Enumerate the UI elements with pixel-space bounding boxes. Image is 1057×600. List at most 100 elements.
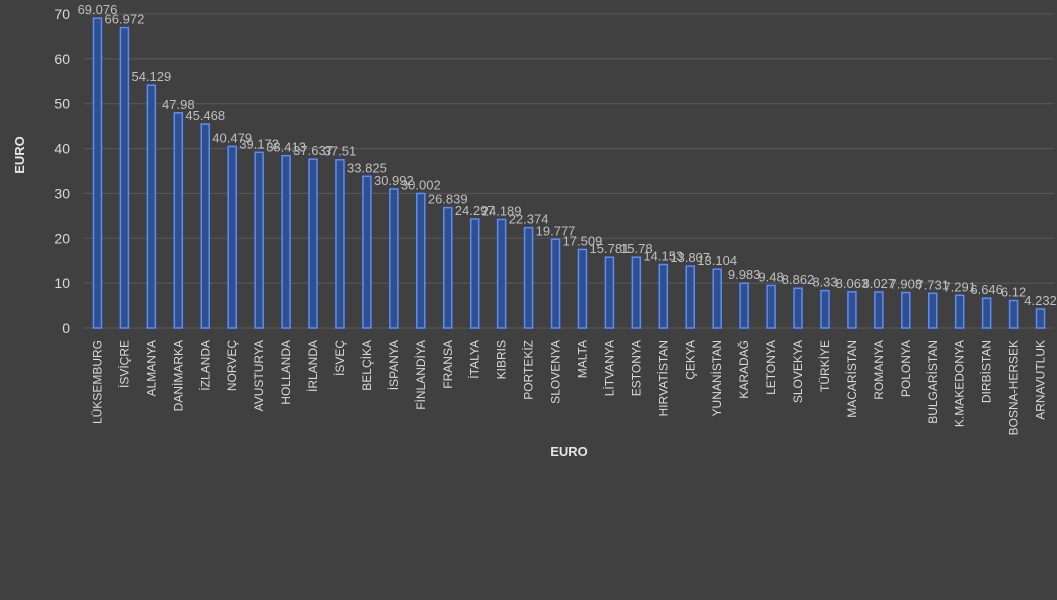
category-label: HOLLANDA xyxy=(279,340,293,405)
bar xyxy=(685,265,695,329)
category-label: İZLANDA xyxy=(198,340,212,391)
category-label: NORVEÇ xyxy=(225,340,239,391)
data-label: 19.777 xyxy=(536,223,576,238)
data-label: 26.839 xyxy=(428,192,468,207)
category-label: ESTONYA xyxy=(629,340,643,396)
y-axis-ticks: 0 10 20 30 40 50 60 70 xyxy=(54,6,70,336)
data-label: 54.129 xyxy=(131,69,171,84)
y-tick-label: 70 xyxy=(54,6,70,22)
category-label: SLOVENYA xyxy=(549,340,563,404)
data-label: 13.807 xyxy=(670,250,710,265)
data-label: 39.172 xyxy=(239,136,279,151)
data-label: 37.637 xyxy=(293,143,333,158)
category-label: ÇEKYA xyxy=(683,340,697,380)
category-label: İSVİÇRE xyxy=(117,340,131,388)
category-label: İTALYA xyxy=(468,340,482,379)
bar xyxy=(928,292,938,329)
data-label: 30.002 xyxy=(401,177,441,192)
category-label: DANİMARKA xyxy=(171,340,185,411)
bar xyxy=(281,154,291,329)
bar xyxy=(496,218,507,329)
bar xyxy=(335,158,345,329)
category-label: ALMANYA xyxy=(144,340,158,396)
data-label: 47.98 xyxy=(162,97,195,112)
category-label: LÜKSEMBURG xyxy=(90,340,104,424)
bar xyxy=(1008,299,1019,329)
bar xyxy=(119,26,130,329)
bar xyxy=(712,268,722,329)
bar xyxy=(981,297,992,329)
data-label: 8.027 xyxy=(863,276,896,291)
category-label: ROMANYA xyxy=(872,340,886,400)
data-label: 13.104 xyxy=(697,253,737,268)
data-label: 69.076 xyxy=(78,2,118,17)
bar xyxy=(954,294,965,329)
data-label: 6.646 xyxy=(970,282,1003,297)
category-label: BULGARİSTAN xyxy=(926,340,940,424)
bar xyxy=(523,226,534,329)
bar xyxy=(308,158,318,329)
category-label: ARNAVUTLUK xyxy=(1034,340,1048,420)
category-label: FİNLANDİYA xyxy=(414,340,428,410)
category-label: FRANSA xyxy=(441,340,455,389)
data-label: 8.862 xyxy=(782,272,815,287)
bar xyxy=(658,263,669,329)
bar xyxy=(469,218,480,329)
category-label: İRLANDA xyxy=(306,340,320,392)
data-label: 9.983 xyxy=(728,267,761,282)
y-tick-label: 40 xyxy=(54,141,70,157)
bar xyxy=(739,282,749,329)
bars xyxy=(92,17,1046,329)
bar xyxy=(416,192,426,329)
bar xyxy=(200,123,210,329)
bar xyxy=(92,17,103,329)
bar xyxy=(173,112,184,329)
data-label: 40.479 xyxy=(212,130,252,145)
data-label: 22.374 xyxy=(509,212,549,227)
y-tick-label: 30 xyxy=(54,185,70,201)
category-label: AVUSTURYA xyxy=(252,340,266,411)
data-label: 9.48 xyxy=(758,269,783,284)
data-label: 14.153 xyxy=(643,249,683,264)
bar xyxy=(389,188,399,329)
category-label: İSVEÇ xyxy=(333,340,347,376)
category-label: KIBRIS xyxy=(495,340,509,379)
data-label: 24.189 xyxy=(482,203,522,218)
bar xyxy=(227,145,237,329)
category-label: LİTVANYA xyxy=(602,340,616,396)
bar xyxy=(550,238,561,329)
data-label: 7.291 xyxy=(943,279,976,294)
y-tick-label: 20 xyxy=(54,230,70,246)
category-label: İSPANYA xyxy=(387,340,401,390)
y-tick-label: 0 xyxy=(62,320,70,336)
bar xyxy=(793,287,803,329)
data-label: 6.12 xyxy=(1001,285,1026,300)
y-axis-title: EURO xyxy=(12,136,27,174)
bar xyxy=(901,291,911,329)
bar xyxy=(443,206,453,329)
category-label: PORTEKİZ xyxy=(522,340,536,400)
data-label: 30.992 xyxy=(374,173,414,188)
data-label: 33.825 xyxy=(347,160,387,175)
data-label: 37.51 xyxy=(324,144,357,159)
bar xyxy=(820,289,830,329)
y-tick-label: 10 xyxy=(54,275,70,291)
category-label: HIRVATİSTAN xyxy=(656,340,670,416)
category-label: LETONYA xyxy=(764,340,778,395)
data-label: 8.33 xyxy=(812,275,837,290)
y-tick-label: 60 xyxy=(54,51,70,67)
data-label: 8.063 xyxy=(836,276,869,291)
category-label: BOSNA-HERSEK xyxy=(1007,340,1021,435)
category-label: DIRBİSTAN xyxy=(980,340,994,403)
gridlines xyxy=(84,13,1054,329)
data-label: 15.78 xyxy=(620,241,653,256)
bar xyxy=(254,151,264,329)
category-label: YUNANİSTAN xyxy=(710,340,724,416)
data-label: 4.232 xyxy=(1024,293,1057,308)
bar xyxy=(631,256,642,329)
bar xyxy=(1035,308,1046,329)
data-label: 45.468 xyxy=(185,108,225,123)
bar xyxy=(362,175,372,329)
